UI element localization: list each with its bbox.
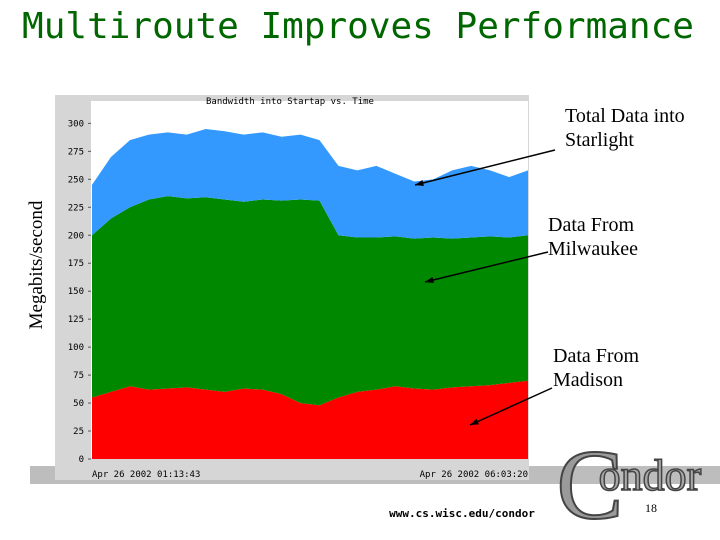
arrow [469, 387, 553, 426]
area [92, 380, 528, 459]
y-tick-label: 225 [68, 203, 84, 213]
y-tick-label: 175 [68, 259, 84, 269]
slide-title: Multiroute Improves Performance [22, 6, 694, 47]
arrow-head [425, 276, 434, 283]
x-tick-label: Apr 26 2002 06:03:20 [420, 470, 528, 480]
chart-title: Bandwidth into Startap vs. Time [206, 97, 374, 107]
area [92, 196, 528, 406]
annotation: Data From Milwaukee [548, 214, 638, 260]
area [92, 128, 528, 239]
url: www.cs.wisc.edu/condor [389, 507, 535, 520]
y-tick-label: 25 [73, 427, 84, 437]
page-number: 18 [645, 501, 657, 515]
y-tick-label: 50 [73, 399, 84, 409]
y-tick-label: 150 [68, 287, 84, 297]
annotation: Data From Madison [553, 345, 640, 391]
y-axis-label: Megabits/second [26, 200, 47, 329]
arrow [424, 251, 549, 283]
y-tick-label: 100 [68, 343, 84, 353]
y-tick-label: 200 [68, 231, 84, 241]
arrow-head [470, 418, 479, 425]
y-tick-label: 300 [68, 119, 84, 129]
x-tick-label: Apr 26 2002 01:13:43 [92, 470, 200, 480]
arrow-head [415, 179, 424, 186]
y-tick-label: 250 [68, 175, 84, 185]
axis-strip [55, 466, 529, 480]
annotation: Total Data into Starlight [565, 105, 685, 151]
arrow [414, 149, 556, 186]
y-tick-label: 125 [68, 315, 84, 325]
logo-c: C [557, 429, 624, 540]
logo-text: ondor [599, 451, 702, 500]
y-tick-label: 275 [68, 147, 84, 157]
y-tick-label: 75 [73, 371, 84, 381]
y-tick-label: 0 [79, 455, 84, 465]
